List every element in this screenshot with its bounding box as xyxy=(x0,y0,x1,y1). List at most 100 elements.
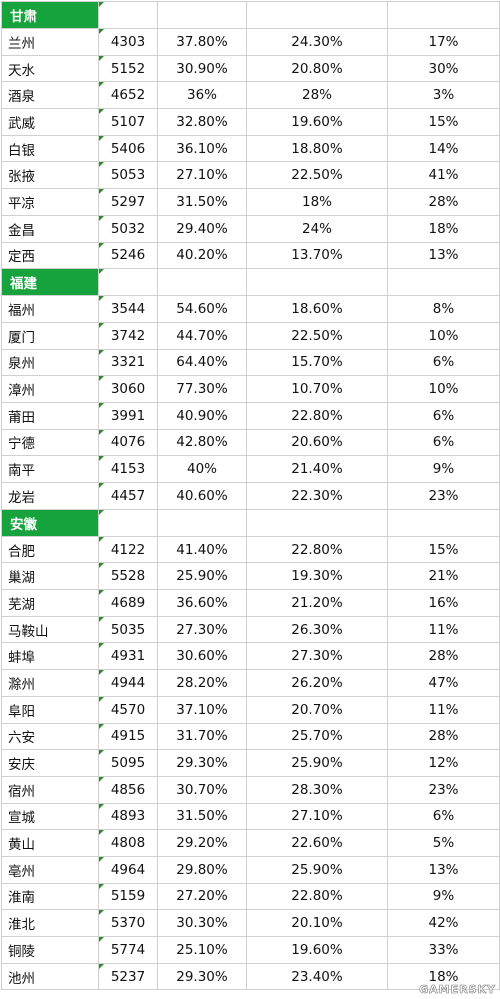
value-cell-1[interactable]: 4689 xyxy=(98,589,158,617)
city-cell[interactable]: 武威 xyxy=(1,108,99,136)
value-cell-3[interactable]: 23.40% xyxy=(246,962,388,991)
empty-cell[interactable] xyxy=(98,508,158,537)
empty-cell[interactable] xyxy=(387,508,500,537)
value-cell-1[interactable]: 5035 xyxy=(98,615,158,644)
empty-cell[interactable] xyxy=(246,508,388,537)
city-cell[interactable]: 马鞍山 xyxy=(1,615,99,644)
value-cell-4[interactable]: 42% xyxy=(387,909,500,937)
empty-cell[interactable] xyxy=(246,1,388,29)
value-cell-2[interactable]: 29.20% xyxy=(157,829,247,857)
value-cell-2[interactable]: 44.70% xyxy=(157,321,247,350)
value-cell-4[interactable]: 12% xyxy=(387,749,500,777)
value-cell-3[interactable]: 22.30% xyxy=(246,482,388,510)
value-cell-1[interactable]: 4303 xyxy=(98,28,158,56)
city-cell[interactable]: 酒泉 xyxy=(1,81,99,110)
city-cell[interactable]: 金昌 xyxy=(1,214,99,243)
value-cell-1[interactable]: 3544 xyxy=(98,295,158,323)
city-cell[interactable]: 芜湖 xyxy=(1,589,99,617)
value-cell-4[interactable]: 41% xyxy=(387,161,500,190)
city-cell[interactable]: 漳州 xyxy=(1,375,99,403)
value-cell-3[interactable]: 22.60% xyxy=(246,829,388,857)
value-cell-4[interactable]: 11% xyxy=(387,615,500,644)
value-cell-4[interactable]: 10% xyxy=(387,375,500,403)
city-cell[interactable]: 定西 xyxy=(1,241,99,270)
value-cell-3[interactable]: 18.80% xyxy=(246,134,388,163)
city-cell[interactable]: 白银 xyxy=(1,134,99,163)
city-cell[interactable]: 蚌埠 xyxy=(1,642,99,671)
value-cell-3[interactable]: 22.80% xyxy=(246,401,388,430)
empty-cell[interactable] xyxy=(387,268,500,297)
value-cell-4[interactable]: 16% xyxy=(387,589,500,617)
city-cell[interactable]: 亳州 xyxy=(1,855,99,884)
value-cell-3[interactable]: 25.70% xyxy=(246,722,388,751)
city-cell[interactable]: 平凉 xyxy=(1,188,99,216)
city-cell[interactable]: 池州 xyxy=(1,962,99,991)
value-cell-1[interactable]: 3321 xyxy=(98,348,158,377)
city-cell[interactable]: 淮北 xyxy=(1,909,99,937)
value-cell-1[interactable]: 4122 xyxy=(98,535,158,564)
value-cell-4[interactable]: 6% xyxy=(387,428,500,457)
region-label[interactable]: 福建 xyxy=(1,268,99,297)
city-cell[interactable]: 滁州 xyxy=(1,669,99,697)
value-cell-3[interactable]: 25.90% xyxy=(246,749,388,777)
value-cell-2[interactable]: 77.30% xyxy=(157,375,247,403)
value-cell-3[interactable]: 21.20% xyxy=(246,589,388,617)
city-cell[interactable]: 阜阳 xyxy=(1,695,99,724)
region-label[interactable]: 甘肃 xyxy=(1,1,99,29)
value-cell-3[interactable]: 22.50% xyxy=(246,321,388,350)
value-cell-2[interactable]: 25.10% xyxy=(157,936,247,964)
value-cell-2[interactable]: 29.80% xyxy=(157,855,247,884)
value-cell-3[interactable]: 24.30% xyxy=(246,28,388,56)
empty-cell[interactable] xyxy=(157,1,247,29)
city-cell[interactable]: 淮南 xyxy=(1,882,99,911)
value-cell-1[interactable]: 3742 xyxy=(98,321,158,350)
value-cell-2[interactable]: 27.30% xyxy=(157,615,247,644)
value-cell-1[interactable]: 5095 xyxy=(98,749,158,777)
value-cell-2[interactable]: 27.20% xyxy=(157,882,247,911)
value-cell-3[interactable]: 19.60% xyxy=(246,936,388,964)
value-cell-4[interactable]: 14% xyxy=(387,134,500,163)
value-cell-3[interactable]: 26.20% xyxy=(246,669,388,697)
empty-cell[interactable] xyxy=(98,1,158,29)
value-cell-1[interactable]: 4570 xyxy=(98,695,158,724)
value-cell-3[interactable]: 24% xyxy=(246,214,388,243)
value-cell-1[interactable]: 5370 xyxy=(98,909,158,937)
value-cell-2[interactable]: 30.60% xyxy=(157,642,247,671)
value-cell-4[interactable]: 11% xyxy=(387,695,500,724)
value-cell-3[interactable]: 18% xyxy=(246,188,388,216)
city-cell[interactable]: 六安 xyxy=(1,722,99,751)
value-cell-4[interactable]: 21% xyxy=(387,562,500,591)
value-cell-3[interactable]: 27.10% xyxy=(246,802,388,831)
city-cell[interactable]: 天水 xyxy=(1,54,99,83)
value-cell-4[interactable]: 15% xyxy=(387,108,500,136)
value-cell-1[interactable]: 4457 xyxy=(98,482,158,510)
value-cell-4[interactable]: 18% xyxy=(387,962,500,991)
value-cell-1[interactable]: 5053 xyxy=(98,161,158,190)
value-cell-1[interactable]: 5774 xyxy=(98,936,158,964)
value-cell-2[interactable]: 36% xyxy=(157,81,247,110)
value-cell-4[interactable]: 13% xyxy=(387,241,500,270)
value-cell-4[interactable]: 3% xyxy=(387,81,500,110)
city-cell[interactable]: 宿州 xyxy=(1,775,99,804)
value-cell-3[interactable]: 20.60% xyxy=(246,428,388,457)
city-cell[interactable]: 黄山 xyxy=(1,829,99,857)
empty-cell[interactable] xyxy=(387,1,500,29)
value-cell-3[interactable]: 13.70% xyxy=(246,241,388,270)
empty-cell[interactable] xyxy=(98,268,158,297)
value-cell-3[interactable]: 21.40% xyxy=(246,455,388,483)
value-cell-4[interactable]: 30% xyxy=(387,54,500,83)
value-cell-2[interactable]: 40.90% xyxy=(157,401,247,430)
value-cell-1[interactable]: 4652 xyxy=(98,81,158,110)
value-cell-2[interactable]: 29.40% xyxy=(157,214,247,243)
value-cell-4[interactable]: 9% xyxy=(387,882,500,911)
value-cell-4[interactable]: 10% xyxy=(387,321,500,350)
value-cell-3[interactable]: 22.80% xyxy=(246,882,388,911)
value-cell-1[interactable]: 5107 xyxy=(98,108,158,136)
value-cell-2[interactable]: 41.40% xyxy=(157,535,247,564)
value-cell-1[interactable]: 5032 xyxy=(98,214,158,243)
city-cell[interactable]: 南平 xyxy=(1,455,99,483)
value-cell-1[interactable]: 4076 xyxy=(98,428,158,457)
value-cell-4[interactable]: 28% xyxy=(387,642,500,671)
value-cell-4[interactable]: 18% xyxy=(387,214,500,243)
city-cell[interactable]: 巢湖 xyxy=(1,562,99,591)
